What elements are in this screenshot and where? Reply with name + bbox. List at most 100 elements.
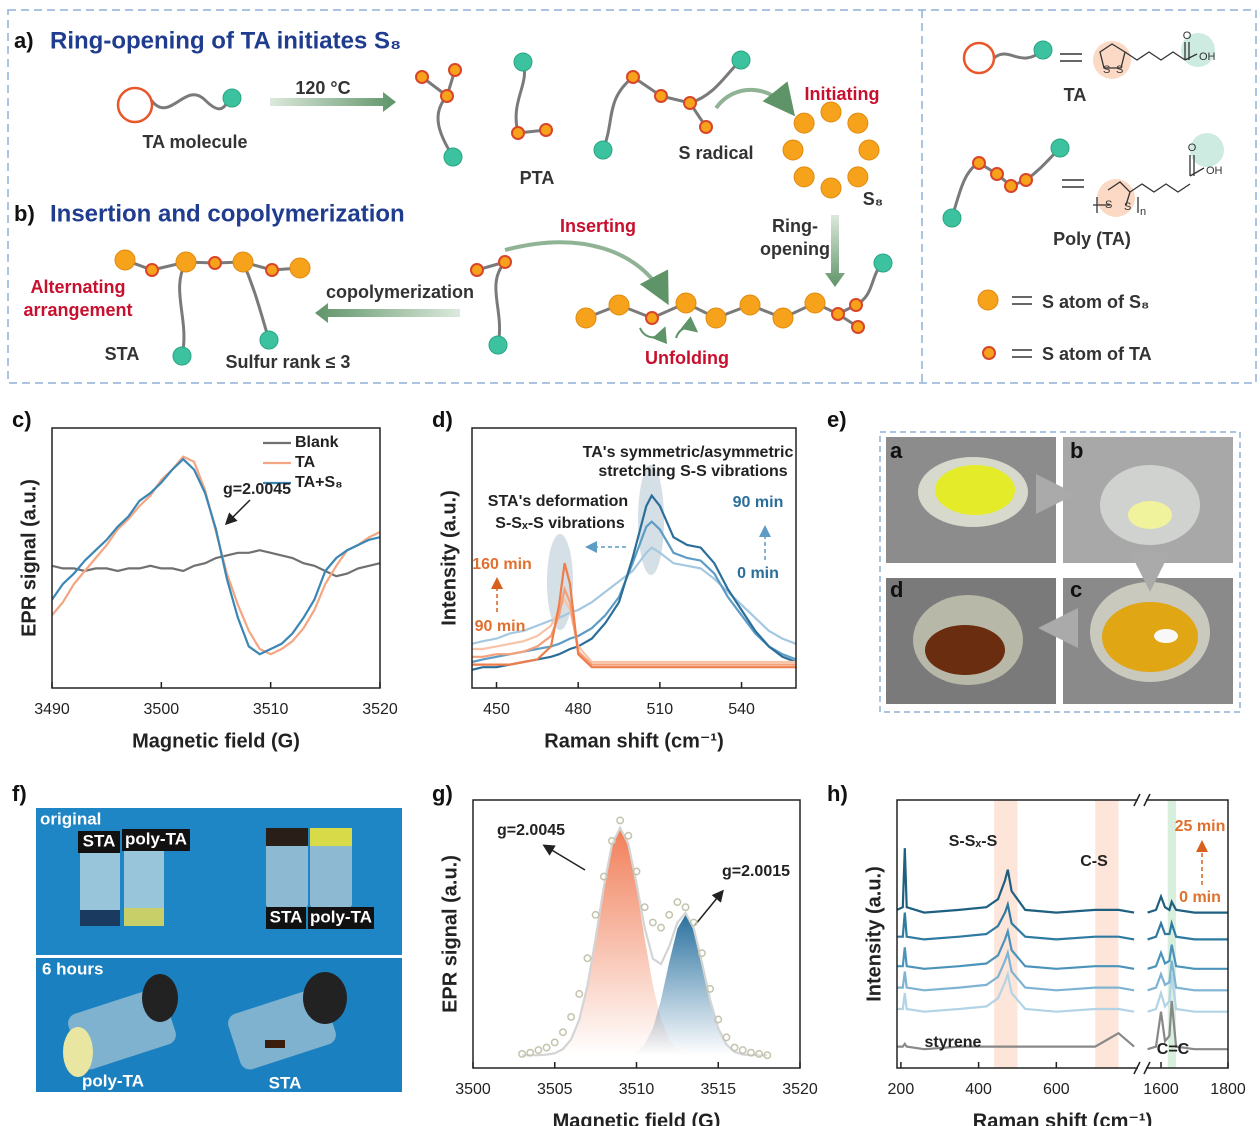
photo-content [1102,602,1198,672]
s8-atom [793,112,815,134]
data-point [706,984,715,993]
y-axis-label: Intensity (a.u.) [438,490,460,626]
peak-area [522,914,768,1056]
end-group [593,140,613,160]
annotation: S-Sₓ-S vibrations [495,515,625,532]
data-point [608,836,616,845]
x-axis-label: Magnetic field (G) [553,1110,721,1126]
photo-label: STA [269,1073,302,1092]
label: TA [1064,85,1087,105]
photo-content [265,1040,285,1048]
structure [1099,42,1198,69]
photo-content [1128,501,1172,529]
arrow [639,326,667,345]
x-axis-label: Raman shift (cm⁻¹) [973,1110,1152,1126]
atom: n [1140,206,1146,218]
arrow [825,215,845,287]
ta-atom [645,311,659,325]
ta-atom [831,307,845,321]
x-tick-label: 450 [483,701,510,718]
ta-atom [982,346,996,360]
series-line [472,585,796,666]
s8-atom [675,292,697,314]
arrow [675,316,699,339]
annotation: STA's deformation [488,493,628,510]
photo-content [1154,629,1178,643]
x-tick-label: 3510 [253,701,289,718]
arrow [504,240,669,306]
label: S₈ [863,189,883,209]
axis-break [1133,1061,1151,1075]
annotation: C=C [1157,1041,1190,1058]
photo-vial [124,835,164,925]
label-box [122,829,190,851]
series-line [472,597,796,664]
x-tick-label: 510 [647,701,674,718]
photo-label: STA [83,831,116,850]
data-point [526,1048,535,1057]
ring [962,41,996,75]
ta-atom [470,263,484,277]
highlight [1190,133,1224,167]
label: Ring- [772,216,818,236]
data-point [558,1028,567,1037]
atom: S [1124,201,1131,213]
section-title: Ring-opening of TA initiates S₈ [50,27,401,54]
annotation: 25 min [1175,818,1226,835]
annotation-arrow [224,499,251,526]
x-tick-label: 3505 [537,1081,573,1098]
data-point [755,1050,764,1058]
series-line [897,970,1135,1013]
ta-atom [1004,179,1018,193]
legend-label: TA [295,454,316,471]
ta-atom [511,126,525,140]
bond [494,261,507,346]
s8-atom [739,294,761,316]
s8-atom [847,112,869,134]
end-group [731,50,751,70]
chart: g) 3500 3505 3510 3515 3520 Magnetic field (G)… [432,781,818,1126]
series-line [1147,893,1228,914]
s8-atom [820,177,842,199]
data-point [665,910,674,919]
label-box [266,907,306,929]
label: copolymerization [326,282,474,302]
label: STA [105,344,140,364]
ta-atom [498,255,512,269]
scheme-frame [7,9,1257,384]
data-point [714,1015,723,1024]
x-tick-label: 3500 [144,701,180,718]
annotation: 0 min [1179,889,1221,906]
photo-content [266,828,308,846]
label: arrangement [23,300,132,320]
label: TA molecule [142,132,247,152]
atom: S [1103,64,1110,76]
annotation: 90 min [733,494,784,511]
data-point [747,1048,755,1057]
annotation-arrow [542,844,586,871]
s8-atom [608,294,630,316]
atom: S [1116,64,1123,76]
series-line [1147,944,1228,970]
photo-label: poly-TA [82,1071,144,1090]
ta-atom [208,256,222,270]
label: PTA [520,168,555,188]
bond [241,261,271,341]
photo-label: poly-TA [310,907,372,926]
data-point [542,1043,551,1052]
label: S radical [678,143,753,163]
arrow [714,81,796,117]
ta-atom [683,96,697,110]
annotation: g=2.0015 [722,863,790,880]
data-point [673,898,682,907]
end-group [259,330,279,350]
data-point [681,903,690,912]
series-line [897,1031,1135,1051]
atom: S [1105,199,1112,211]
end-group [222,88,242,108]
panel-label: h) [827,781,848,806]
s8-atom [793,166,815,188]
data-point [567,1013,576,1021]
data-point [575,990,584,998]
